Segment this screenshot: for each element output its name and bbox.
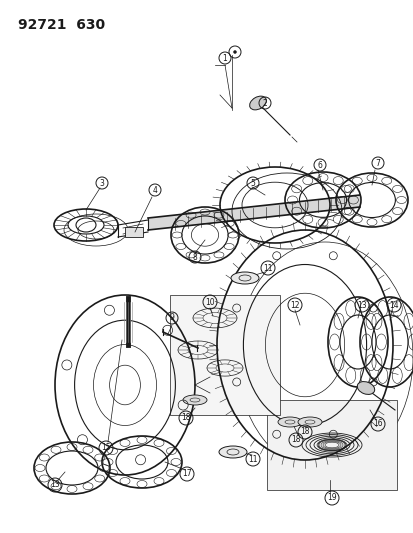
Text: 18: 18 — [181, 414, 190, 423]
Text: 18: 18 — [291, 435, 300, 445]
Text: 17: 17 — [182, 470, 191, 479]
Text: 6: 6 — [317, 160, 322, 169]
Text: 5: 5 — [250, 179, 255, 188]
Ellipse shape — [218, 446, 247, 458]
Ellipse shape — [297, 417, 321, 427]
Text: 12: 12 — [290, 301, 299, 310]
FancyBboxPatch shape — [266, 400, 396, 490]
Ellipse shape — [356, 382, 374, 394]
Circle shape — [233, 51, 236, 53]
FancyBboxPatch shape — [125, 227, 142, 237]
Text: 9: 9 — [169, 313, 174, 322]
Text: 10: 10 — [205, 297, 214, 306]
FancyBboxPatch shape — [170, 295, 279, 415]
Text: 3: 3 — [99, 179, 104, 188]
Ellipse shape — [230, 272, 259, 284]
Text: 11: 11 — [248, 455, 257, 464]
Ellipse shape — [183, 395, 206, 405]
Text: 16: 16 — [372, 419, 382, 429]
Text: 15: 15 — [101, 443, 111, 453]
Text: 2: 2 — [262, 99, 267, 108]
Text: 7: 7 — [375, 158, 380, 167]
Polygon shape — [147, 195, 359, 230]
Text: 8: 8 — [192, 253, 197, 262]
Text: 13: 13 — [356, 301, 366, 310]
Text: 1: 1 — [222, 53, 227, 62]
Text: 92721  630: 92721 630 — [18, 18, 105, 32]
Text: 19: 19 — [326, 494, 336, 503]
Text: 18: 18 — [299, 427, 309, 437]
Text: 11: 11 — [263, 263, 272, 272]
Ellipse shape — [249, 96, 266, 110]
Text: 14: 14 — [388, 301, 398, 310]
Text: 4: 4 — [152, 185, 157, 195]
Ellipse shape — [277, 417, 301, 427]
Text: 13: 13 — [50, 481, 59, 489]
